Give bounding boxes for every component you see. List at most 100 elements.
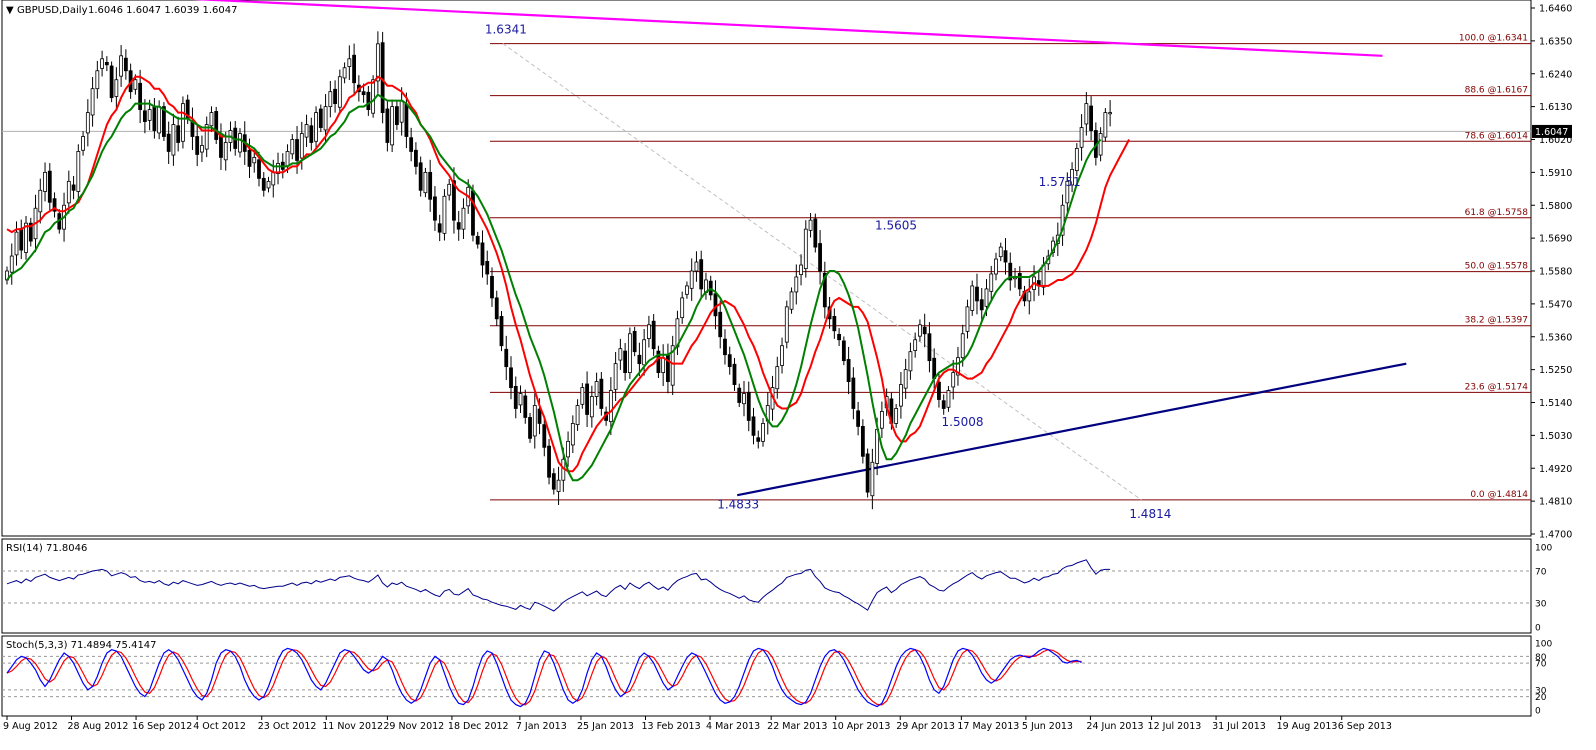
candle <box>970 280 975 316</box>
trendlines[interactable] <box>7 0 1407 497</box>
candle-body <box>979 299 984 311</box>
price-tick-label: 1.5030 <box>1539 431 1572 442</box>
candle <box>414 142 418 175</box>
time-tick-label: 4 Mar 2013 <box>706 721 760 732</box>
candle <box>737 383 742 407</box>
candle-body <box>699 259 704 290</box>
time-tick-label: 6 Sep 2013 <box>1338 721 1392 732</box>
candle <box>81 131 85 156</box>
candle-body <box>480 242 485 266</box>
price-tick-label: 1.6130 <box>1539 102 1572 113</box>
candle <box>632 326 637 357</box>
fib-label: 61.8 @1.5758 <box>1465 208 1529 218</box>
candle-body <box>195 136 200 155</box>
candle <box>851 367 856 420</box>
candle-body <box>751 416 756 436</box>
candle <box>761 418 765 447</box>
time-tick-label: 19 Aug 2013 <box>1277 721 1338 732</box>
candle-body <box>637 354 642 365</box>
moving-averages <box>6 75 1130 482</box>
stoch-tick-label: 0 <box>1535 707 1541 717</box>
candle <box>832 308 837 339</box>
candle <box>90 77 95 127</box>
candle-body <box>114 79 119 97</box>
candle <box>266 176 271 193</box>
candle-body <box>375 43 380 82</box>
candle-body <box>647 324 651 339</box>
candle-body <box>414 149 418 167</box>
candle-body <box>808 219 813 231</box>
candle <box>104 56 109 72</box>
candle-body <box>908 351 913 372</box>
candle-body <box>837 333 841 341</box>
candle-body <box>271 171 276 186</box>
candle-body <box>352 54 357 84</box>
candle <box>1065 172 1070 212</box>
rsi-tick-label: 30 <box>1535 600 1547 610</box>
trendline-lower[interactable] <box>736 362 1407 497</box>
candle <box>480 230 485 278</box>
candle-body <box>285 151 290 167</box>
candle <box>485 250 490 285</box>
candle <box>142 99 147 134</box>
candle <box>656 345 661 378</box>
chart-menu-icon[interactable]: ▼ <box>6 5 14 16</box>
time-tick-label: 18 Dec 2012 <box>448 721 509 732</box>
candle-body <box>333 88 337 105</box>
candle <box>394 101 399 130</box>
candle-body <box>841 340 846 362</box>
price-panel <box>1 0 1532 537</box>
candle-body <box>276 163 280 174</box>
price-tick-label: 1.5360 <box>1539 332 1572 343</box>
candle-body <box>794 276 799 293</box>
fib-label: 23.6 @1.5174 <box>1465 382 1529 392</box>
fib-label: 38.2 @1.5397 <box>1465 316 1528 326</box>
candle <box>589 385 594 428</box>
candle-body <box>1074 148 1079 171</box>
candle-body <box>14 231 19 256</box>
candle <box>689 258 694 301</box>
candle-body <box>865 453 870 493</box>
candle-body <box>651 320 656 350</box>
candle-body <box>742 393 746 405</box>
time-tick-label: 11 Nov 2012 <box>322 721 383 732</box>
candle-body <box>580 387 585 405</box>
candle-body <box>19 228 24 251</box>
candle <box>1060 194 1065 246</box>
candle-body <box>152 105 157 131</box>
candle-body <box>504 348 509 368</box>
candle <box>204 116 209 158</box>
candle <box>532 392 537 449</box>
candle-body <box>913 339 918 351</box>
candle-body <box>899 384 903 407</box>
candle-body <box>142 110 147 122</box>
candle <box>951 360 956 400</box>
candle-body <box>428 171 433 200</box>
candle <box>922 313 927 348</box>
candle <box>238 128 242 158</box>
candle <box>176 116 181 152</box>
candle-body <box>1041 264 1046 288</box>
candle <box>865 448 870 498</box>
candle <box>651 314 656 356</box>
candle <box>95 60 100 99</box>
price-tick-label: 1.6350 <box>1539 36 1572 47</box>
candle-body <box>204 124 209 150</box>
stoch-tick-label: 30 <box>1535 686 1547 696</box>
candle-body <box>656 350 661 374</box>
candle <box>894 403 899 428</box>
candle-body <box>732 363 737 385</box>
candle-body <box>1003 250 1008 263</box>
trendline-upper[interactable] <box>7 0 1383 57</box>
candle-body <box>689 270 694 289</box>
candle-body <box>499 316 504 347</box>
candle-body <box>523 395 528 418</box>
candle <box>1098 127 1103 162</box>
candle <box>119 45 124 87</box>
candle-body <box>361 91 366 96</box>
candle-body <box>922 326 927 335</box>
candle-body <box>547 445 551 478</box>
candle <box>837 328 841 347</box>
